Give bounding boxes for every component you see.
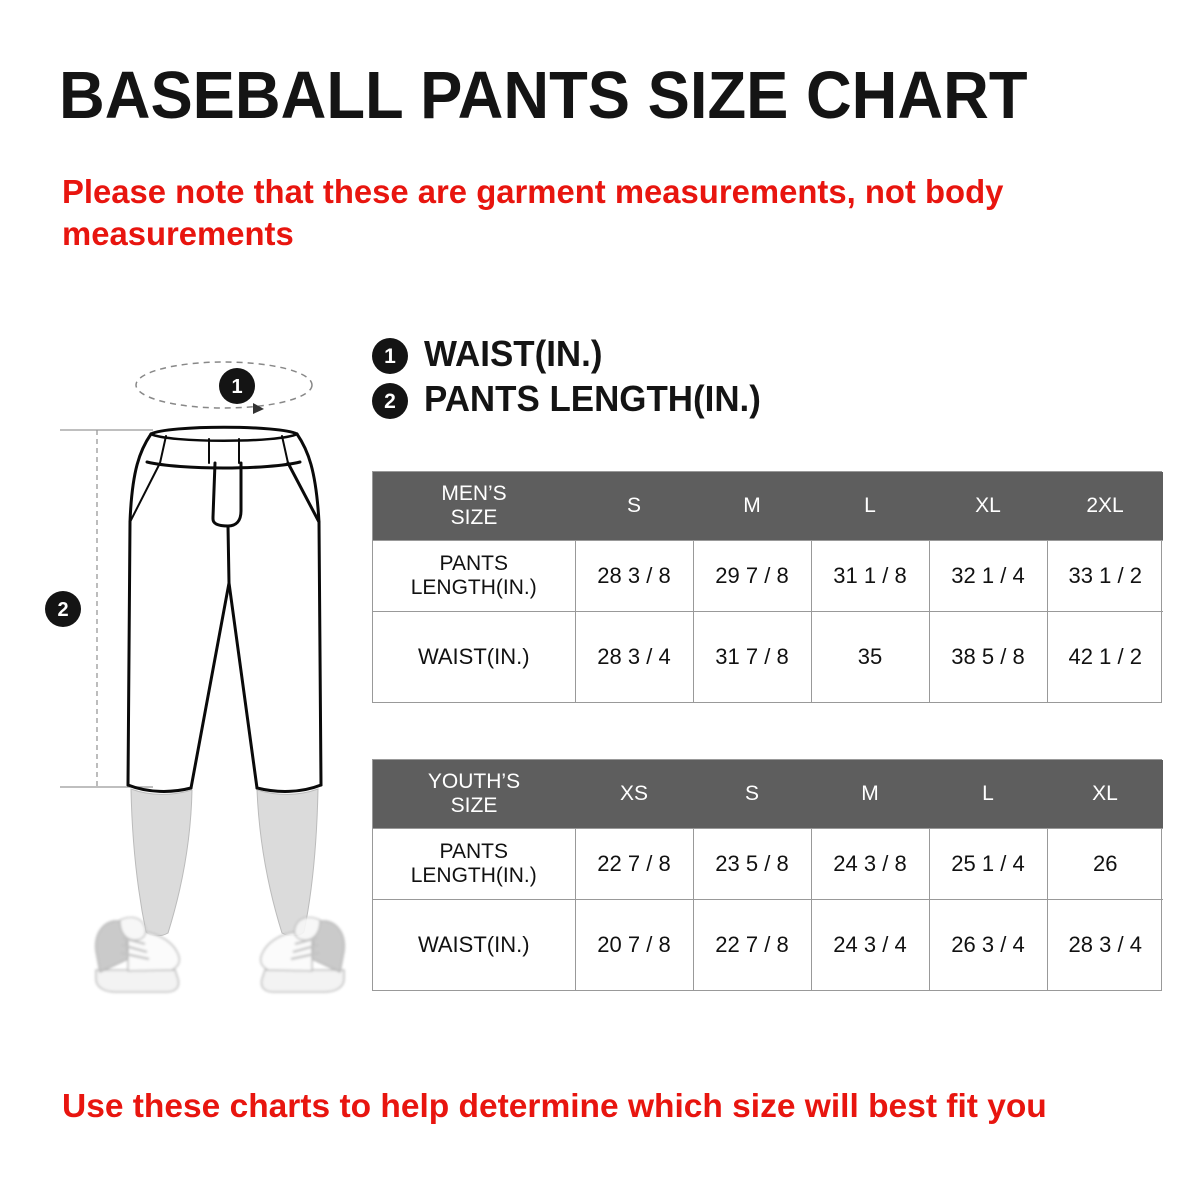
- svg-text:2: 2: [57, 599, 68, 621]
- svg-text:1: 1: [231, 376, 242, 398]
